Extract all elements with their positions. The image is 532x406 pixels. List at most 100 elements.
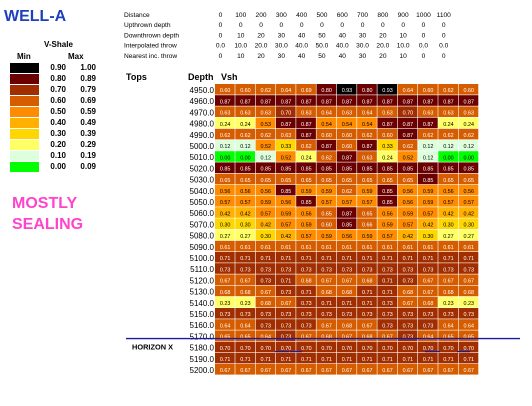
- cell-value: 0.67: [261, 368, 272, 374]
- heatmap-cell: [377, 352, 398, 364]
- heatmap-cell: [215, 364, 235, 375]
- heatmap-cell: [235, 218, 255, 229]
- cell-value: 0.70: [362, 346, 373, 352]
- cell-value: 0.65: [321, 211, 332, 217]
- heatmap-cell: [357, 95, 377, 106]
- cell-value: 0.71: [281, 256, 292, 262]
- depth-label: 5140.0: [190, 299, 215, 308]
- cell-value: 0.57: [362, 200, 373, 206]
- heatmap-cell: [275, 308, 296, 319]
- cell-value: 0.87: [362, 99, 373, 105]
- cell-value: 0.68: [423, 301, 434, 307]
- header-row-value: 50: [318, 53, 326, 60]
- heatmap-cell: [336, 252, 357, 263]
- cell-value: 0.87: [321, 99, 332, 105]
- heatmap-cell: [397, 128, 418, 140]
- heatmap-cell: [438, 240, 458, 252]
- heatmap-cell: [458, 308, 479, 319]
- heatmap-cell: [418, 95, 438, 106]
- heatmap-cell: [397, 207, 418, 218]
- heatmap-cell: [336, 128, 357, 140]
- heatmap-cell: [336, 308, 357, 319]
- heatmap-cell: [397, 330, 418, 341]
- cell-value: 0.71: [362, 301, 373, 307]
- heatmap-cell: [316, 308, 337, 319]
- heatmap-cell: [418, 151, 438, 162]
- cell-value: 0.73: [261, 312, 272, 318]
- cell-value: 0.85: [281, 167, 292, 173]
- cell-value: 0.70: [281, 111, 292, 117]
- cell-value: 0.56: [382, 211, 393, 217]
- heatmap-cell: [357, 117, 377, 129]
- heatmap-cell: [336, 274, 357, 285]
- heatmap-cell: [316, 364, 337, 375]
- heatmap-cell: [255, 229, 276, 241]
- heatmap-cell: [357, 274, 377, 285]
- cell-value: 0.67: [464, 368, 475, 374]
- legend-min-value: 0.00: [50, 162, 66, 171]
- header-row-value: 900: [398, 12, 409, 19]
- cell-value: 0.64: [220, 323, 231, 329]
- cell-value: 0.64: [423, 335, 434, 341]
- cell-value: 0.00: [464, 155, 475, 161]
- cell-value: 0.62: [443, 133, 454, 139]
- header-row-value: 10: [237, 32, 245, 39]
- cell-value: 0.70: [382, 346, 393, 352]
- heatmap-cell: [255, 308, 276, 319]
- heatmap-cell: [255, 151, 276, 162]
- cell-value: 0.68: [362, 279, 373, 285]
- cell-value: 0.65: [240, 178, 251, 184]
- heatmap-cell: [255, 84, 276, 95]
- cell-value: 0.23: [240, 301, 251, 307]
- heatmap-cell: [458, 196, 479, 207]
- heatmap-cell: [336, 140, 357, 151]
- cell-value: 0.61: [403, 245, 414, 251]
- legend-min-value: 0.40: [50, 118, 66, 127]
- header-row-value: 0: [320, 22, 324, 29]
- cell-value: 0.68: [342, 323, 353, 329]
- heatmap-cell: [397, 173, 418, 185]
- cell-value: 0.73: [342, 267, 353, 273]
- heatmap-cell: [438, 285, 458, 297]
- cell-value: 0.63: [443, 111, 454, 117]
- cell-value: 0.57: [321, 200, 332, 206]
- cell-value: 0.85: [220, 167, 231, 173]
- heatmap-cell: [215, 95, 235, 106]
- heatmap-cell: [336, 229, 357, 241]
- heatmap-cell: [215, 229, 235, 241]
- header-row-value: 30.0: [275, 43, 288, 50]
- cell-value: 0.71: [281, 357, 292, 363]
- heatmap-cell: [458, 330, 479, 341]
- heatmap-cell: [255, 252, 276, 263]
- legend-min-value: 0.90: [50, 63, 66, 72]
- heatmap-cell: [275, 330, 296, 341]
- heatmap-cell: [357, 106, 377, 117]
- depth-label: 5100.0: [190, 254, 215, 263]
- cell-value: 0.71: [301, 290, 312, 296]
- header-row-value: 40.0: [336, 43, 349, 50]
- heatmap-cell: [255, 274, 276, 285]
- legend-swatch: [10, 118, 39, 128]
- heatmap-cell: [438, 308, 458, 319]
- cell-value: 0.73: [281, 323, 292, 329]
- depth-label: 5060.0: [190, 209, 215, 218]
- heatmap-cell: [255, 352, 276, 364]
- depth-label: 5010.0: [190, 153, 215, 162]
- heatmap-cell: [296, 240, 316, 252]
- cell-value: 0.87: [403, 122, 414, 128]
- depth-label: 5200.0: [190, 366, 215, 375]
- cell-value: 0.61: [423, 245, 434, 251]
- cell-value: 0.73: [464, 267, 475, 273]
- heatmap-cell: [357, 128, 377, 140]
- cell-value: 0.60: [382, 133, 393, 139]
- cell-value: 0.62: [261, 88, 272, 94]
- cell-value: 0.65: [281, 178, 292, 184]
- cell-value: 0.85: [464, 167, 475, 173]
- heatmap-cell: [458, 263, 479, 274]
- cell-value: 0.56: [403, 189, 414, 195]
- cell-value: 0.59: [321, 189, 332, 195]
- cell-value: 0.67: [403, 301, 414, 307]
- cell-value: 0.57: [382, 234, 393, 240]
- cell-value: 0.87: [301, 133, 312, 139]
- cell-value: 0.70: [220, 346, 231, 352]
